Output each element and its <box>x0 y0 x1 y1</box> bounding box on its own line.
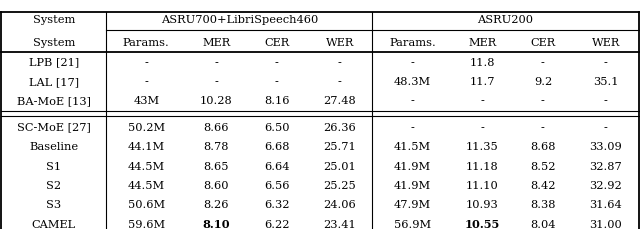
Text: 24.06: 24.06 <box>323 199 356 210</box>
Text: 8.10: 8.10 <box>202 218 230 229</box>
Text: -: - <box>214 57 218 67</box>
Text: WER: WER <box>326 38 354 48</box>
Text: -: - <box>541 57 545 67</box>
Text: Baseline: Baseline <box>29 142 79 151</box>
Text: 41.5M: 41.5M <box>394 142 431 151</box>
Text: 6.22: 6.22 <box>264 219 289 229</box>
Text: -: - <box>604 122 608 132</box>
Text: S2: S2 <box>46 180 61 190</box>
Text: 9.2: 9.2 <box>534 77 552 87</box>
Text: 25.01: 25.01 <box>323 161 356 171</box>
Text: Params.: Params. <box>123 38 170 48</box>
Text: 56.9M: 56.9M <box>394 219 431 229</box>
Text: ASRU700+LibriSpeech460: ASRU700+LibriSpeech460 <box>161 14 318 25</box>
Text: 11.7: 11.7 <box>470 77 495 87</box>
Text: 44.1M: 44.1M <box>127 142 164 151</box>
Text: 6.50: 6.50 <box>264 122 289 132</box>
Text: 33.09: 33.09 <box>589 142 622 151</box>
Text: 43M: 43M <box>133 96 159 106</box>
Text: -: - <box>481 122 484 132</box>
Text: 10.55: 10.55 <box>465 218 500 229</box>
Text: 6.56: 6.56 <box>264 180 289 190</box>
Text: SC-MoE [27]: SC-MoE [27] <box>17 122 91 132</box>
Text: -: - <box>481 96 484 106</box>
Text: 8.65: 8.65 <box>204 161 229 171</box>
Text: -: - <box>604 96 608 106</box>
Text: 31.64: 31.64 <box>589 199 622 210</box>
Text: -: - <box>144 77 148 87</box>
Text: 48.3M: 48.3M <box>394 77 431 87</box>
Text: 44.5M: 44.5M <box>127 180 164 190</box>
Text: 8.66: 8.66 <box>204 122 229 132</box>
Text: -: - <box>410 122 414 132</box>
Text: -: - <box>214 77 218 87</box>
Text: 11.35: 11.35 <box>466 142 499 151</box>
Text: 25.71: 25.71 <box>323 142 356 151</box>
Text: 31.00: 31.00 <box>589 219 622 229</box>
Text: 8.60: 8.60 <box>204 180 229 190</box>
Text: 50.6M: 50.6M <box>127 199 164 210</box>
Text: LAL [17]: LAL [17] <box>29 77 79 87</box>
Text: -: - <box>541 122 545 132</box>
Text: 25.25: 25.25 <box>323 180 356 190</box>
Text: 47.9M: 47.9M <box>394 199 431 210</box>
Text: 8.26: 8.26 <box>204 199 229 210</box>
Text: 8.38: 8.38 <box>530 199 556 210</box>
Text: -: - <box>275 57 278 67</box>
Text: 8.52: 8.52 <box>530 161 556 171</box>
Text: System: System <box>33 14 75 25</box>
Text: 27.48: 27.48 <box>323 96 356 106</box>
Text: 6.32: 6.32 <box>264 199 289 210</box>
Text: 6.64: 6.64 <box>264 161 289 171</box>
Text: -: - <box>144 57 148 67</box>
Text: 11.10: 11.10 <box>466 180 499 190</box>
Text: S1: S1 <box>46 161 61 171</box>
Text: Params.: Params. <box>389 38 436 48</box>
Text: 41.9M: 41.9M <box>394 180 431 190</box>
Text: 50.2M: 50.2M <box>127 122 164 132</box>
Text: 10.93: 10.93 <box>466 199 499 210</box>
Text: 8.78: 8.78 <box>204 142 229 151</box>
Text: S3: S3 <box>46 199 61 210</box>
Text: -: - <box>275 77 278 87</box>
Text: -: - <box>541 96 545 106</box>
Text: 41.9M: 41.9M <box>394 161 431 171</box>
Text: CAMEL: CAMEL <box>32 219 76 229</box>
Text: 8.16: 8.16 <box>264 96 289 106</box>
Text: 6.68: 6.68 <box>264 142 289 151</box>
Text: System: System <box>33 38 75 48</box>
Text: -: - <box>338 77 342 87</box>
Text: CER: CER <box>264 38 289 48</box>
Text: -: - <box>338 57 342 67</box>
Text: CER: CER <box>531 38 556 48</box>
Text: 35.1: 35.1 <box>593 77 619 87</box>
Text: -: - <box>410 96 414 106</box>
Text: BA-MoE [13]: BA-MoE [13] <box>17 96 91 106</box>
Text: 8.68: 8.68 <box>530 142 556 151</box>
Text: 8.42: 8.42 <box>530 180 556 190</box>
Text: 59.6M: 59.6M <box>127 219 164 229</box>
Text: 11.18: 11.18 <box>466 161 499 171</box>
Text: 32.87: 32.87 <box>589 161 622 171</box>
Text: 10.28: 10.28 <box>200 96 233 106</box>
Text: LPB [21]: LPB [21] <box>29 57 79 67</box>
Text: 8.04: 8.04 <box>530 219 556 229</box>
Text: 11.8: 11.8 <box>470 57 495 67</box>
Text: ASRU200: ASRU200 <box>477 14 534 25</box>
Text: MER: MER <box>202 38 230 48</box>
Text: MER: MER <box>468 38 497 48</box>
Text: 32.92: 32.92 <box>589 180 622 190</box>
Text: -: - <box>410 57 414 67</box>
Text: 26.36: 26.36 <box>323 122 356 132</box>
Text: WER: WER <box>592 38 620 48</box>
Text: 44.5M: 44.5M <box>127 161 164 171</box>
Text: 23.41: 23.41 <box>323 219 356 229</box>
Text: -: - <box>604 57 608 67</box>
